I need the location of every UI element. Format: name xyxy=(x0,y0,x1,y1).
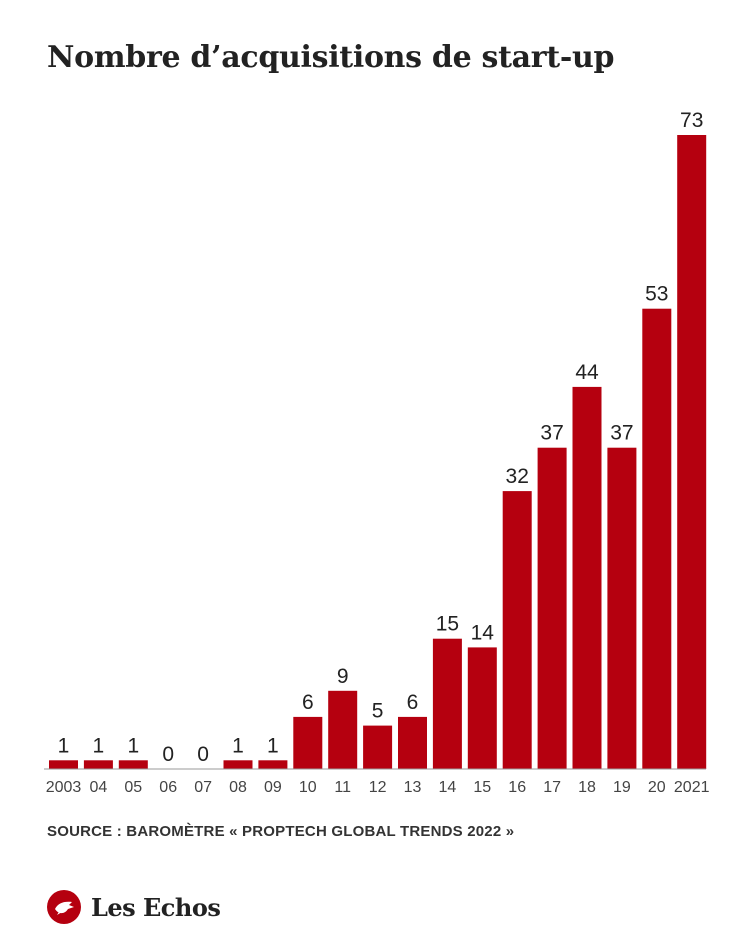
value-label-18: 44 xyxy=(575,361,599,384)
value-label-04: 1 xyxy=(93,734,105,757)
bar-14 xyxy=(432,638,462,769)
value-label-13: 6 xyxy=(407,691,419,714)
x-tick-17: 17 xyxy=(543,779,561,796)
value-label-2021: 73 xyxy=(680,109,703,132)
value-label-09: 1 xyxy=(267,734,279,757)
x-tick-2021: 2021 xyxy=(674,779,710,796)
bar-08 xyxy=(223,760,253,769)
value-label-11: 9 xyxy=(337,665,349,688)
value-label-08: 1 xyxy=(232,734,244,757)
x-tick-16: 16 xyxy=(508,779,526,796)
x-tick-2003: 2003 xyxy=(46,779,82,796)
x-tick-14: 14 xyxy=(439,779,457,796)
bar-18 xyxy=(572,386,602,769)
x-tick-20: 20 xyxy=(648,779,666,796)
x-tick-19: 19 xyxy=(613,779,631,796)
value-label-20: 53 xyxy=(645,283,668,306)
les-echos-logo-icon xyxy=(47,890,81,924)
bar-2021 xyxy=(677,135,707,769)
brand-logo: Les Echos xyxy=(47,889,221,925)
bar-2003 xyxy=(49,760,78,769)
bar-15 xyxy=(467,647,497,769)
bar-09 xyxy=(258,760,288,769)
x-tick-10: 10 xyxy=(299,779,317,796)
bar-10 xyxy=(293,716,323,769)
value-label-16: 32 xyxy=(506,465,529,488)
bar-17 xyxy=(537,447,567,769)
bar-13 xyxy=(398,716,427,769)
x-tick-09: 09 xyxy=(264,779,282,796)
bars-group xyxy=(49,135,707,769)
value-label-05: 1 xyxy=(127,734,139,757)
x-tick-12: 12 xyxy=(369,779,387,796)
logo-text: Les Echos xyxy=(91,892,221,922)
x-tick-07: 07 xyxy=(194,779,212,796)
value-label-2003: 1 xyxy=(58,734,70,757)
x-tick-08: 08 xyxy=(229,779,247,796)
x-tick-13: 13 xyxy=(404,779,422,796)
bar-04 xyxy=(83,760,113,769)
value-label-10: 6 xyxy=(302,691,314,714)
value-label-06: 0 xyxy=(162,743,174,766)
value-label-12: 5 xyxy=(372,700,384,723)
source-note: SOURCE : BAROMÈTRE « PROPTECH GLOBAL TRE… xyxy=(47,823,515,840)
x-tick-11: 11 xyxy=(334,779,351,796)
bar-20 xyxy=(642,308,672,769)
value-label-07: 0 xyxy=(197,743,209,766)
x-tick-18: 18 xyxy=(578,779,596,796)
x-tick-15: 15 xyxy=(473,779,491,796)
value-label-15: 14 xyxy=(471,621,495,644)
value-label-19: 37 xyxy=(610,422,633,445)
x-tick-06: 06 xyxy=(159,779,177,796)
x-tick-04: 04 xyxy=(90,779,108,796)
bar-05 xyxy=(118,760,148,769)
value-label-14: 15 xyxy=(436,613,459,636)
x-tick-05: 05 xyxy=(124,779,142,796)
x-tick-labels-group: 2003 04 05 06 07 08 09 10 11 12 13 14 15 16 17 18 19 20 20… xyxy=(46,779,710,796)
bar-16 xyxy=(502,491,532,769)
chart-title: Nombre d’acquisitions de start-up xyxy=(47,40,615,75)
bar-11 xyxy=(328,690,358,769)
bar-19 xyxy=(607,447,637,769)
bar-12 xyxy=(363,725,393,769)
value-label-17: 37 xyxy=(540,422,563,445)
